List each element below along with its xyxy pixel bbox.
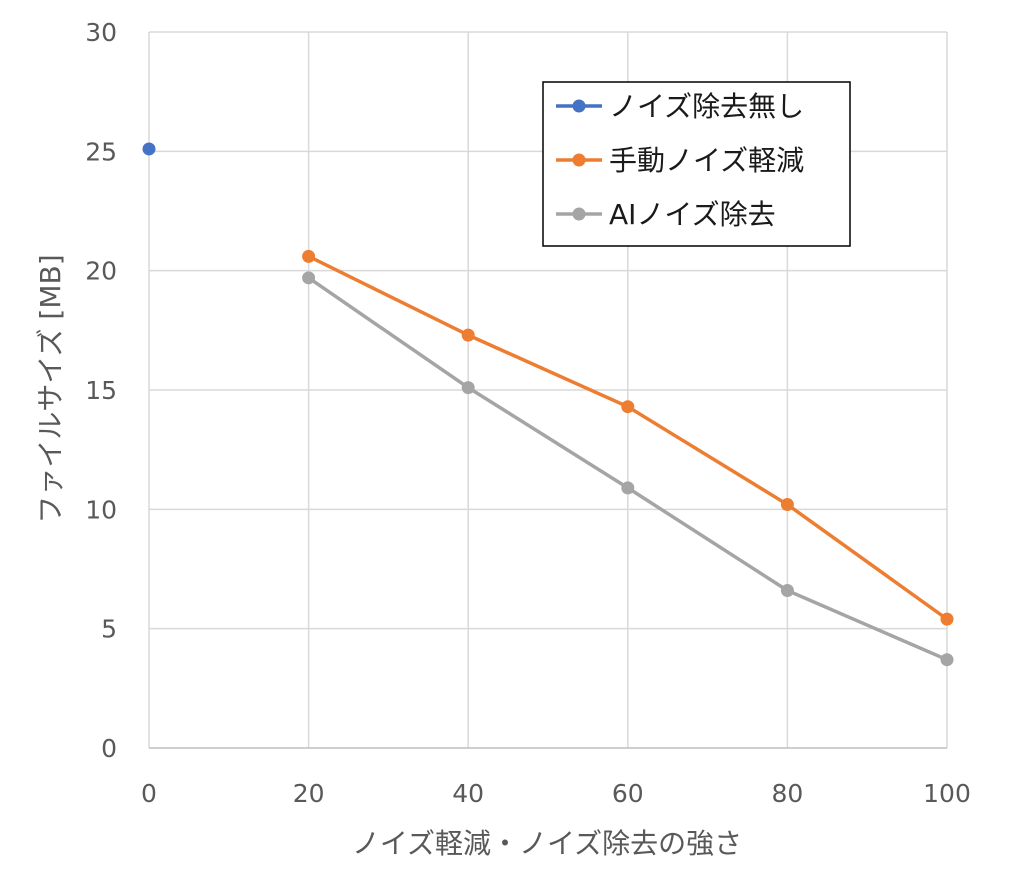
legend-marker [572,207,586,221]
data-point [302,249,316,263]
legend-label: ノイズ除去無し [609,90,804,123]
legend-box [542,81,851,247]
data-point [621,400,635,414]
data-point [780,498,794,512]
data-point [940,653,954,667]
legend-marker [572,99,586,113]
x-tick-label: 60 [612,779,644,808]
data-point [461,381,475,395]
data-point [621,481,635,495]
legend-item: AIノイズ除去 [556,198,776,231]
y-tick-label: 0 [101,734,117,763]
tick-labels: 0 5 10 15 20 25 30 0 20 40 60 80 100 [85,18,971,808]
data-series [142,142,954,667]
legend-label: 手動ノイズ軽減 [609,144,804,177]
x-tick-label: 0 [141,779,157,808]
x-tick-label: 80 [771,779,803,808]
data-point [302,271,316,285]
legend-item: 手動ノイズ軽減 [556,144,804,177]
y-tick-label: 20 [85,257,117,286]
legend-marker [572,153,586,167]
y-tick-label: 10 [85,495,117,524]
x-tick-label: 20 [293,779,325,808]
series-3 [302,271,954,667]
data-point [940,612,954,626]
x-tick-label: 40 [452,779,484,808]
data-point [780,583,794,597]
y-tick-label: 30 [85,18,117,47]
y-tick-label: 5 [101,615,117,644]
series-2 [302,249,954,626]
y-tick-label: 15 [85,376,117,405]
series-1 [142,142,156,156]
x-tick-label: 100 [923,779,971,808]
data-point [461,328,475,342]
data-point [142,142,156,156]
y-tick-label: 25 [85,137,117,166]
legend-label: AIノイズ除去 [609,198,776,231]
x-axis-title: ノイズ軽減・ノイズ除去の強さ [352,827,742,860]
legend-item: ノイズ除去無し [556,90,804,123]
y-axis-title: ファイルサイズ [MB] [34,254,67,523]
